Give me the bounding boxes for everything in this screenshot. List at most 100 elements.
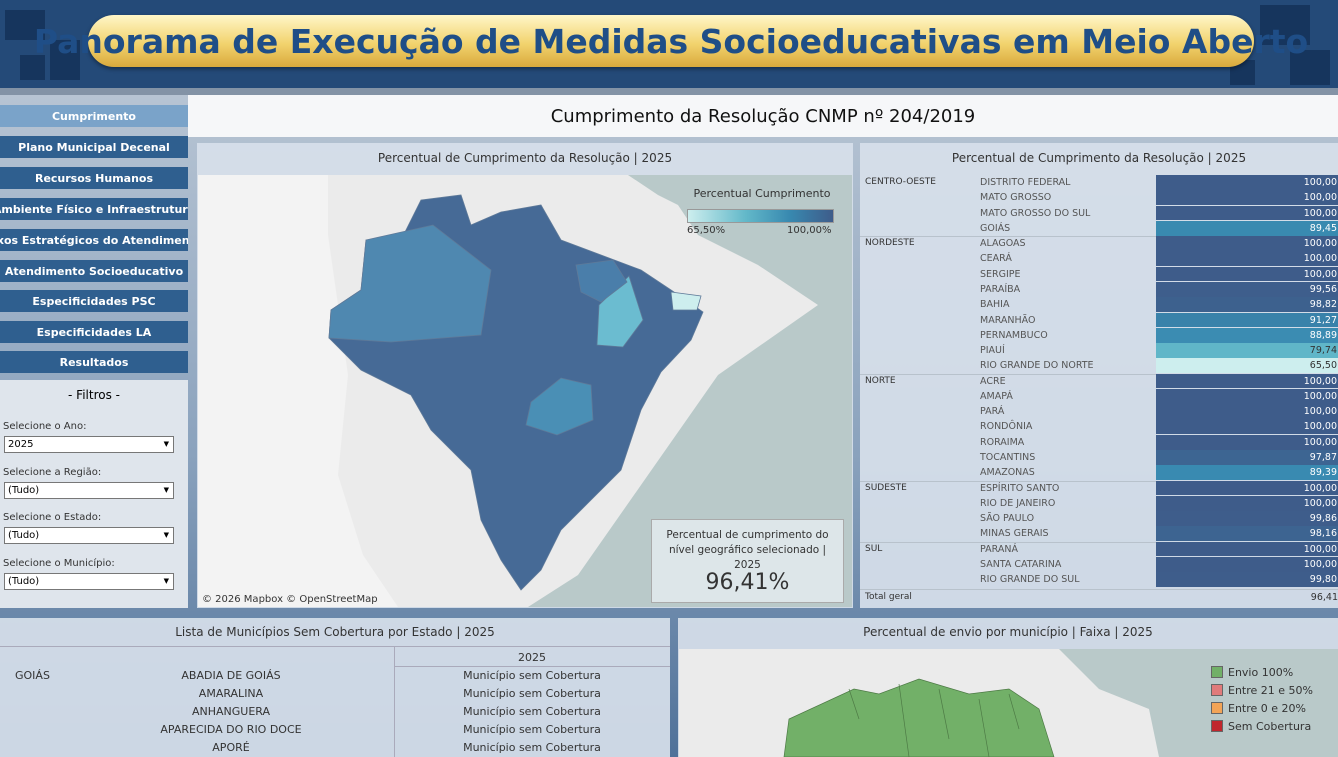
main-title: Cumprimento da Resolução CNMP nº 204/201… [188,95,1338,137]
table-panel: Percentual de Cumprimento da Resolução |… [860,143,1338,608]
municipality: APARECIDA DO RIO DOCE [160,723,302,736]
value-cell: 100,00 [1156,557,1338,572]
filters-panel: - Filtros - Selecione o Ano: 2025 Selecion… [0,380,188,608]
nav-button[interactable]: Ambiente Físico e Infraestrutura [0,198,188,220]
value-cell: 99,86 [1156,511,1338,526]
kpi-value: 96,41% [705,570,790,595]
value-cell: 91,27 [1156,312,1338,328]
header: Panorama de Execução de Medidas Socioedu… [0,0,1338,88]
state-label: PARANÁ [980,543,1018,555]
state-label: RIO GRANDE DO NORTE [980,360,1094,372]
filter-select[interactable]: 2025 [4,436,174,453]
municipality: ANHANGUERA [191,705,271,718]
legend-swatch [1211,666,1223,678]
group-rule [860,236,1156,238]
state-label: ESPÍRITO SANTO [980,482,1060,494]
status: Município sem Cobertura [463,723,601,736]
legend-label: Entre 21 e 50% [1228,684,1313,697]
total-value: 96,41 [1310,591,1338,603]
filter-select[interactable]: (Tudo) [4,481,174,499]
attribution: © 2026 Mapbox © OpenStreetMap [202,594,378,605]
municipality: APORÉ [212,741,250,754]
filters-title: - Filtros - [68,388,120,402]
nav-button[interactable]: Resultados [0,351,188,373]
list-panel: Lista de Municípios Sem Cobertura por Es… [0,618,670,757]
rule [394,666,670,667]
total-label: Total geral [865,591,912,602]
list-state: GOIÁS [15,669,50,682]
filter-label: Selecione o Município: [3,557,115,569]
state-label: SÃO PAULO [980,513,1035,525]
header-title: Panorama de Execução de Medidas Socioedu… [34,15,1308,67]
value-cell: 88,89 [1156,327,1338,343]
map: © 2026 Mapbox © OpenStreetMap [198,175,852,607]
legend-label: Envio 100% [1228,666,1294,679]
header-pattern [5,5,1330,85]
filter-select[interactable]: (Tudo) [4,527,174,544]
region-label: SUDESTE [865,482,907,493]
legend-title: Percentual Cumprimento [693,187,831,200]
state-label: MATO GROSSO [980,192,1052,204]
value-cell: 100,00 [1156,190,1338,206]
value-cell: 100,00 [1156,236,1338,251]
state-label: TOCANTINS [980,452,1036,464]
municipality: ABADIA DE GOIÁS [181,669,281,682]
group-rule [860,541,1156,543]
state-label: MINAS GERAIS [980,528,1049,540]
state-label: SANTA CATARINA [980,559,1062,570]
table-title: Percentual de Cumprimento da Resolução |… [951,151,1247,165]
map-title: Percentual de Cumprimento da Resolução |… [377,151,673,165]
filter-label: Selecione o Estado: [3,512,102,523]
state-region [525,377,594,436]
nav-button[interactable]: Recursos Humanos [0,167,188,189]
value-cell: 100,00 [1156,205,1338,221]
municipality: AMARALINA [198,687,264,700]
rule [0,646,670,647]
legend-swatch [1211,702,1223,714]
state-label: GOIÁS [980,222,1011,234]
state-label: ACRE [980,375,1006,387]
legend-max: 100,00% [787,225,832,236]
value-cell: 100,00 [1156,404,1338,419]
status: Município sem Cobertura [463,741,601,754]
kpi-box: Percentual de cumprimento do nível geogr… [651,519,844,603]
value-cell: 89,39 [1156,465,1338,481]
region-label: SUL [865,543,883,554]
nav-button[interactable]: Plano Municipal Decenal [0,136,188,158]
year-header: 2025 [518,651,546,664]
legend-label: Entre 0 e 20% [1228,702,1306,715]
state-label: ALAGOAS [980,238,1026,250]
nav-button[interactable]: Especificidades LA [0,321,188,343]
nav-button[interactable]: Cumprimento [0,105,188,127]
nav-button[interactable]: Eixos Estratégicos do Atendimento [0,229,188,251]
value-cell: 100,00 [1156,480,1338,496]
filter-select[interactable]: (Tudo) [4,572,174,590]
map2 [679,649,1338,757]
nav-button[interactable]: Atendimento Socioeducativo [0,260,188,282]
value-cell: 100,00 [1156,419,1338,435]
state-label: PERNAMBUCO [980,329,1048,341]
nav-button[interactable]: Especificidades PSC [0,290,188,312]
status: Município sem Cobertura [463,705,601,718]
divider [0,88,1338,95]
value-cell: 89,45 [1156,220,1338,236]
value-cell: 100,00 [1156,541,1338,557]
value-cell: 99,56 [1156,281,1338,297]
state-region [670,291,702,311]
region-shape [783,678,1055,757]
map-panel: Percentual de Cumprimento da Resolução |… [197,143,853,608]
status: Município sem Cobertura [463,687,601,700]
state-region [328,224,492,343]
value-cell: 100,00 [1156,251,1338,267]
value-cell: 100,00 [1156,373,1338,389]
value-cell: 100,00 [1156,388,1338,404]
state-label: DISTRITO FEDERAL [980,177,1071,188]
state-label: CEARÁ [980,253,1012,265]
land [198,175,398,607]
state-label: RONDÔNIA [980,421,1033,433]
value-cell: 100,00 [1156,266,1338,282]
value-cell: 97,87 [1156,450,1338,465]
value-cell: 98,16 [1156,526,1338,542]
legend-swatch [1211,720,1223,732]
